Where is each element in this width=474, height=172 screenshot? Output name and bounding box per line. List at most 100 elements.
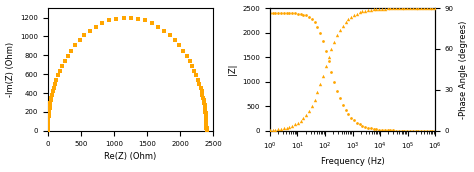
Point: [99, 22, 106, 25]
Point: [272, 12, 279, 14]
Point: [203, 129, 210, 132]
Point: [44, 129, 52, 131]
Point: [44, 128, 52, 131]
Point: [319, 74, 327, 77]
Point: [197, 86, 204, 89]
Point: [44, 130, 52, 132]
Point: [203, 129, 210, 132]
Point: [292, 12, 299, 15]
Point: [44, 127, 52, 130]
Point: [186, 60, 193, 62]
Point: [409, 7, 417, 9]
Point: [342, 21, 349, 23]
Point: [392, 7, 400, 10]
Point: [415, 7, 422, 9]
Point: [203, 129, 210, 132]
Point: [328, 70, 335, 73]
Point: [339, 24, 346, 27]
Point: [44, 129, 52, 132]
Point: [105, 19, 113, 22]
Point: [44, 129, 52, 132]
Point: [189, 65, 196, 67]
Point: [203, 126, 210, 129]
Point: [375, 128, 383, 131]
Point: [333, 89, 341, 92]
Point: [203, 129, 210, 132]
Point: [418, 130, 425, 132]
Point: [325, 56, 332, 59]
Point: [166, 34, 173, 37]
Point: [319, 40, 327, 43]
Point: [328, 48, 335, 50]
Point: [44, 128, 52, 131]
Point: [203, 129, 210, 131]
Point: [274, 12, 282, 14]
Point: [305, 109, 313, 112]
Point: [45, 113, 53, 116]
Point: [398, 7, 405, 10]
Point: [269, 12, 276, 14]
Point: [314, 26, 321, 28]
Point: [203, 128, 210, 131]
Point: [47, 99, 55, 102]
Point: [44, 129, 52, 132]
Point: [134, 17, 142, 20]
Point: [401, 7, 408, 9]
Point: [203, 127, 210, 130]
Point: [44, 129, 52, 132]
Point: [426, 130, 433, 132]
Point: [283, 126, 291, 129]
Point: [203, 129, 210, 132]
Point: [395, 7, 402, 10]
Point: [44, 129, 52, 132]
Point: [333, 34, 341, 37]
Point: [44, 125, 52, 127]
Point: [297, 13, 304, 15]
Point: [322, 49, 330, 52]
Point: [203, 129, 210, 132]
Point: [191, 69, 198, 72]
Point: [428, 7, 436, 9]
Point: [202, 119, 210, 122]
Point: [44, 123, 52, 126]
Point: [361, 9, 369, 12]
Point: [44, 129, 52, 132]
Point: [266, 129, 273, 131]
Point: [45, 119, 52, 122]
Point: [112, 17, 120, 20]
Point: [203, 129, 210, 132]
Point: [203, 129, 210, 132]
Point: [203, 130, 210, 132]
Point: [398, 129, 405, 132]
Point: [203, 128, 210, 131]
Point: [203, 130, 210, 132]
Point: [202, 115, 210, 117]
Point: [183, 55, 191, 57]
Point: [286, 12, 293, 14]
Point: [322, 65, 330, 68]
Point: [302, 113, 310, 116]
Point: [44, 122, 52, 125]
Point: [384, 7, 392, 10]
Point: [61, 60, 69, 62]
Point: [308, 18, 316, 20]
Point: [201, 104, 208, 107]
Point: [44, 126, 52, 129]
Point: [44, 130, 52, 132]
Point: [201, 106, 209, 109]
Point: [201, 108, 209, 111]
Point: [44, 129, 52, 132]
Point: [345, 113, 352, 116]
Point: [384, 129, 392, 132]
Point: [203, 129, 210, 132]
Point: [203, 130, 210, 132]
Point: [356, 123, 363, 126]
Point: [44, 129, 52, 131]
Point: [370, 8, 377, 11]
Point: [200, 99, 208, 102]
Point: [44, 129, 52, 132]
Point: [203, 129, 210, 131]
Point: [286, 125, 293, 128]
Point: [46, 102, 54, 104]
Point: [203, 129, 210, 131]
